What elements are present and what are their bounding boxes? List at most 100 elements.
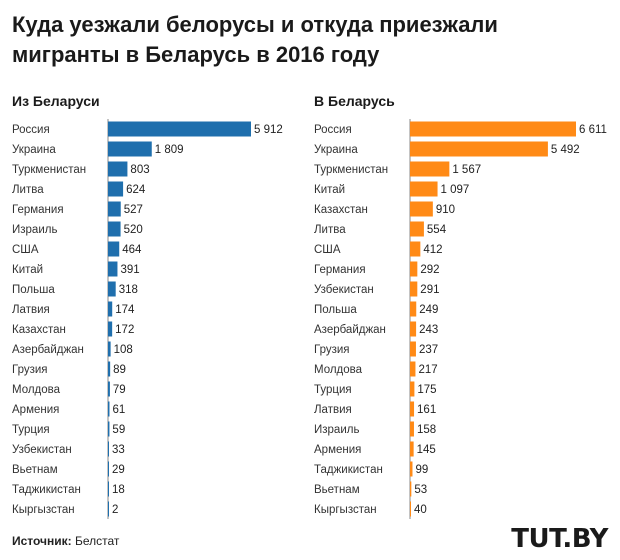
from-belarus-category-label: Таджикистан xyxy=(12,484,81,496)
from-belarus-value-label: 318 xyxy=(119,284,138,296)
to-belarus-bar xyxy=(410,441,414,457)
from-belarus-bar xyxy=(108,401,110,417)
from-belarus-category-label: Германия xyxy=(12,204,64,216)
from-belarus-value-label: 29 xyxy=(112,464,125,476)
from-belarus-value-label: 18 xyxy=(112,484,125,496)
from-belarus-bar xyxy=(108,261,118,277)
to-belarus-value-label: 292 xyxy=(420,264,439,276)
to-belarus-bar xyxy=(410,201,433,217)
to-belarus-category-label: Германия xyxy=(314,264,366,276)
to-belarus-value-label: 99 xyxy=(415,464,428,476)
to-belarus-category-label: Турция xyxy=(314,384,352,396)
from-belarus-value-label: 174 xyxy=(115,304,135,316)
from-belarus-category-label: Вьетнам xyxy=(12,464,58,476)
to-belarus-category-label: Туркменистан xyxy=(314,164,388,176)
from-belarus-bar xyxy=(108,481,109,497)
to-belarus-bar xyxy=(410,121,576,137)
to-belarus-category-label: Россия xyxy=(314,124,352,136)
to-belarus-value-label: 6 611 xyxy=(579,124,607,136)
to-belarus-category-label: Грузия xyxy=(314,344,350,356)
to-belarus-category-label: Казахстан xyxy=(314,204,368,216)
to-belarus-value-label: 412 xyxy=(423,244,442,256)
to-belarus-category-label: Армения xyxy=(314,444,361,456)
to-belarus-value-label: 1 097 xyxy=(441,184,470,196)
to-belarus-category-label: Вьетнам xyxy=(314,484,360,496)
from-belarus-category-label: Молдова xyxy=(12,384,61,396)
from-belarus-category-label: Китай xyxy=(12,264,43,276)
from-belarus-category-label: Литва xyxy=(12,184,44,196)
from-belarus-bar xyxy=(108,421,110,437)
source-note: Источник: Белстат xyxy=(12,534,119,548)
to-belarus-value-label: 1 567 xyxy=(452,164,481,176)
source-value: Белстат xyxy=(75,534,120,548)
from-belarus-value-label: 33 xyxy=(112,444,125,456)
to-belarus-category-label: Латвия xyxy=(314,404,352,416)
from-belarus-value-label: 79 xyxy=(113,384,126,396)
from-belarus-bar xyxy=(108,321,113,337)
from-belarus-bar xyxy=(108,201,121,217)
to-belarus-bar xyxy=(410,401,415,417)
chart-title: Куда уезжали белорусы и откуда приезжали… xyxy=(12,12,498,67)
from-belarus-value-label: 5 912 xyxy=(254,124,283,136)
to-belarus-bar xyxy=(410,141,548,157)
to-belarus-category-label: Узбекистан xyxy=(314,284,374,296)
from-belarus-category-label: Израиль xyxy=(12,224,57,236)
from-belarus-category-label: Украина xyxy=(12,144,56,156)
to-belarus-value-label: 910 xyxy=(436,204,455,216)
panel-title-from-belarus: Из Беларуси xyxy=(12,93,100,109)
from-belarus-category-label: Латвия xyxy=(12,304,50,316)
to-belarus-value-label: 53 xyxy=(414,484,427,496)
from-belarus-value-label: 520 xyxy=(124,224,143,236)
to-belarus-bar xyxy=(410,381,415,397)
from-belarus-category-label: Узбекистан xyxy=(12,444,72,456)
to-belarus-value-label: 554 xyxy=(427,224,447,236)
to-belarus-bar xyxy=(410,301,417,317)
to-belarus-value-label: 237 xyxy=(419,344,438,356)
to-belarus-value-label: 243 xyxy=(419,324,438,336)
to-belarus-bar xyxy=(410,361,416,377)
from-belarus-category-label: Россия xyxy=(12,124,50,136)
from-belarus-category-label: Казахстан xyxy=(12,324,66,336)
from-belarus-value-label: 803 xyxy=(130,164,149,176)
to-belarus-category-label: Кыргызстан xyxy=(314,504,377,516)
to-belarus-value-label: 158 xyxy=(417,424,436,436)
to-belarus-category-label: Украина xyxy=(314,144,358,156)
to-belarus-bar xyxy=(410,261,418,277)
chart-to-belarus: Россия 6 611 Украина 5 492 Туркменистан 1 567… xyxy=(314,119,607,519)
panel-to-belarus: В Беларусь Россия 6 611 Украина 5 492 Туркме… xyxy=(314,93,614,523)
to-belarus-value-label: 291 xyxy=(420,284,439,296)
to-belarus-category-label: Таджикистан xyxy=(314,464,383,476)
from-belarus-value-label: 391 xyxy=(120,264,139,276)
to-belarus-bar xyxy=(410,481,412,497)
to-belarus-category-label: Польша xyxy=(314,304,357,316)
to-belarus-value-label: 40 xyxy=(414,504,427,516)
from-belarus-value-label: 172 xyxy=(115,324,134,336)
to-belarus-value-label: 175 xyxy=(417,384,436,396)
from-belarus-bar xyxy=(108,221,121,237)
from-belarus-value-label: 108 xyxy=(114,344,133,356)
from-belarus-category-label: Турция xyxy=(12,424,50,436)
from-belarus-category-label: Польша xyxy=(12,284,55,296)
from-belarus-bar xyxy=(108,341,111,357)
to-belarus-value-label: 5 492 xyxy=(551,144,580,156)
to-belarus-bar xyxy=(410,221,424,237)
to-belarus-bar xyxy=(410,281,418,297)
to-belarus-category-label: Израиль xyxy=(314,424,359,436)
from-belarus-bar xyxy=(108,501,109,517)
chart-from-belarus: Россия 5 912 Украина 1 809 Туркменистан 803 Ли… xyxy=(12,119,283,519)
brand-logo: TUT.BY xyxy=(511,524,608,554)
to-belarus-value-label: 145 xyxy=(417,444,436,456)
to-belarus-bar xyxy=(410,241,421,257)
from-belarus-bar xyxy=(108,181,124,197)
from-belarus-value-label: 1 809 xyxy=(155,144,184,156)
panel-title-to-belarus: В Беларусь xyxy=(314,93,395,109)
to-belarus-value-label: 217 xyxy=(418,364,437,376)
to-belarus-bar xyxy=(410,321,417,337)
from-belarus-bar xyxy=(108,441,109,457)
from-belarus-value-label: 61 xyxy=(112,404,125,416)
to-belarus-category-label: США xyxy=(314,244,341,256)
from-belarus-category-label: США xyxy=(12,244,39,256)
to-belarus-bar xyxy=(410,421,414,437)
to-belarus-category-label: Китай xyxy=(314,184,345,196)
to-belarus-category-label: Азербайджан xyxy=(314,324,386,336)
